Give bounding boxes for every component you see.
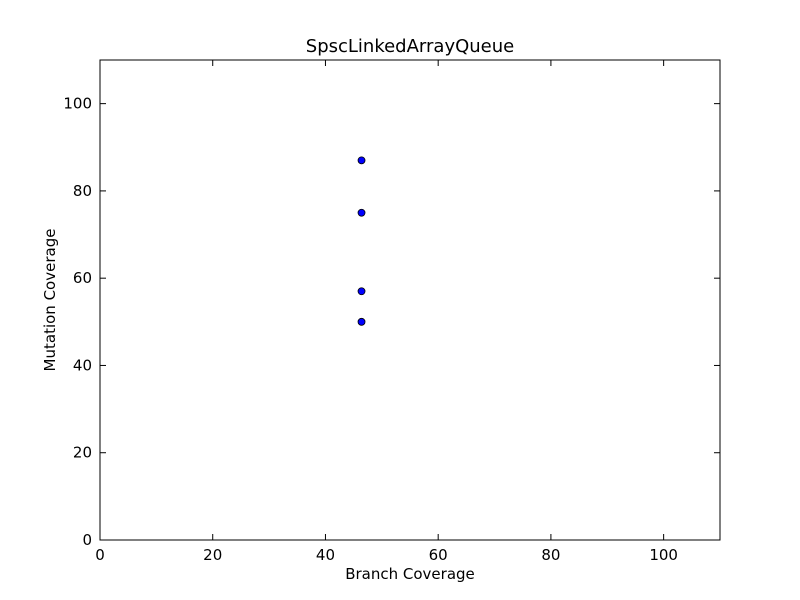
chart-title: SpscLinkedArrayQueue	[306, 36, 514, 57]
x-tick-label: 100	[649, 546, 678, 564]
x-axis-label: Branch Coverage	[345, 565, 475, 583]
x-tick-label: 60	[429, 546, 448, 564]
x-tick-label: 20	[203, 546, 222, 564]
x-tick-label: 0	[95, 546, 105, 564]
axis-tick-labels: 0 20 40 60 80 100 0 20 40 60 80 100	[63, 95, 678, 564]
scatter-point	[357, 317, 366, 326]
scatter-point	[357, 156, 366, 165]
y-tick-label: 80	[73, 182, 92, 200]
scatter-point	[357, 208, 366, 217]
x-tick-label: 80	[541, 546, 560, 564]
x-tick-label: 40	[316, 546, 335, 564]
scatter-point	[357, 287, 366, 296]
y-tick-label: 0	[82, 531, 92, 549]
axis-ticks	[99, 60, 720, 541]
y-tick-label: 40	[73, 356, 92, 374]
y-axis-label: Mutation Coverage	[41, 229, 59, 372]
y-tick-label: 20	[73, 444, 92, 462]
data-points	[357, 156, 366, 326]
y-tick-label: 60	[73, 269, 92, 287]
y-tick-label: 100	[63, 95, 92, 113]
plot-area	[99, 59, 721, 541]
